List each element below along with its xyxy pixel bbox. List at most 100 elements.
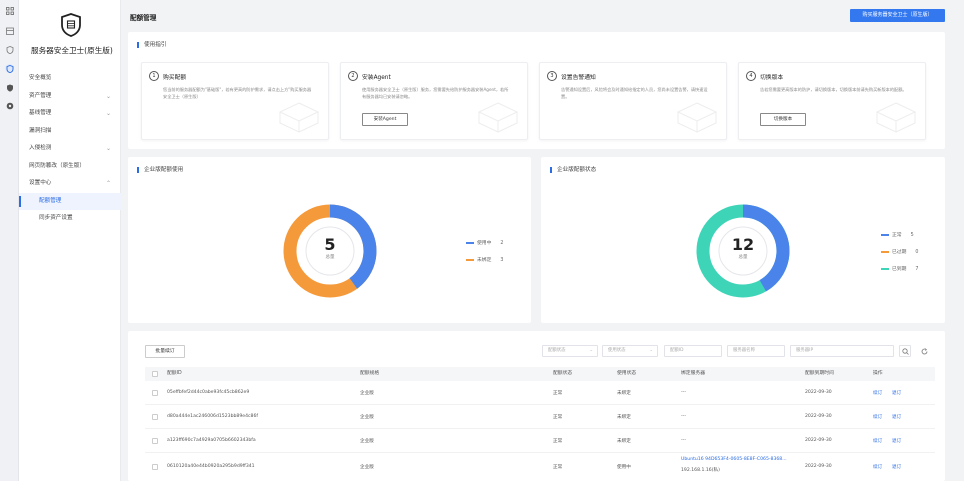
step-number: 4 bbox=[746, 71, 756, 81]
server-link[interactable]: Ubuntu16 94D653F4-0605-8E8F-C065-8368... bbox=[681, 457, 787, 462]
unsubscribe-link[interactable]: 退订 bbox=[892, 391, 902, 396]
select-all-checkbox[interactable] bbox=[152, 371, 158, 377]
step-title: 设置告警通知 bbox=[561, 75, 596, 81]
unsubscribe-link[interactable]: 退订 bbox=[892, 439, 902, 444]
server-ip-input[interactable]: 服务器IP bbox=[790, 345, 894, 357]
col-actions: 操作 bbox=[873, 371, 883, 376]
sidebar-item-web-tamper[interactable]: 网页防篡改（原生版） bbox=[19, 158, 121, 176]
row-checkbox[interactable] bbox=[152, 414, 158, 420]
status-cell: 正常 bbox=[553, 415, 563, 420]
security-shield-icon[interactable] bbox=[5, 64, 14, 73]
legend-unbound: 未绑定 3 bbox=[466, 256, 503, 263]
renew-link[interactable]: 续订 bbox=[873, 415, 883, 420]
usage-total: 5 总量 bbox=[310, 235, 350, 260]
quota-usage-card: 企业版配额使用 5 总量 使用中 2 未绑定 3 bbox=[128, 157, 531, 323]
server-cell: --- bbox=[681, 414, 686, 419]
spec-cell: 企业版 bbox=[360, 415, 374, 420]
sidebar-item-label: 同步资产设置 bbox=[39, 215, 73, 221]
row-checkbox[interactable] bbox=[152, 390, 158, 396]
step-description: 告若您需要更高版本的防护，请切换版本，切换版本前请先购买新版本的配额。 bbox=[760, 87, 907, 92]
quota-id-cell: d80a444e1ac246006d1523bb89e4c86f bbox=[167, 414, 258, 419]
cube-illustration-icon bbox=[477, 102, 519, 133]
use-status-select[interactable]: 使用状态 ⌄ bbox=[602, 345, 658, 357]
step-description: 使用服务器安全卫士（原生版）服务，您需要先给防护服务器安装Agent，若所有服务… bbox=[362, 87, 509, 99]
sidebar-item-overview[interactable]: 安全概览 bbox=[19, 70, 121, 88]
cube-illustration-icon bbox=[676, 102, 718, 133]
step-number: 3 bbox=[547, 71, 557, 81]
sidebar-item-label: 漏洞扫描 bbox=[29, 127, 52, 134]
server-name-input[interactable]: 服务器名称 bbox=[727, 345, 785, 357]
status-total-value: 12 bbox=[731, 235, 755, 254]
sidebar-item-label: 设置中心 bbox=[29, 180, 52, 186]
buy-quota-button[interactable]: 购买服务器安全卫士（原生版） bbox=[850, 9, 945, 22]
search-icon[interactable] bbox=[899, 345, 911, 357]
sidebar-item-baseline[interactable]: 基线管理 ⌄ bbox=[19, 105, 121, 123]
spec-cell: 企业版 bbox=[360, 391, 374, 396]
apps-grid-icon[interactable] bbox=[5, 6, 14, 15]
sidebar-item-label: 资产管理 bbox=[29, 92, 52, 99]
guide-step-1: 1 购买配额 您当前的服务器配额为"基础版"，若有更高的防护需求，请点击上方"购… bbox=[141, 62, 329, 140]
step-description: 您当前的服务器配额为"基础版"，若有更高的防护需求，请点击上方"购买服务器安全卫… bbox=[163, 87, 312, 99]
guide-title: 使用指引 bbox=[137, 42, 166, 48]
renew-link[interactable]: 续订 bbox=[873, 465, 883, 470]
usage-title: 企业版配额使用 bbox=[137, 167, 183, 173]
sidebar-item-intrusion[interactable]: 入侵检测 ⌄ bbox=[19, 140, 121, 158]
row-checkbox[interactable] bbox=[152, 464, 158, 470]
unsubscribe-link[interactable]: 退订 bbox=[892, 415, 902, 420]
sidebar-item-vuln-scan[interactable]: 漏洞扫描 bbox=[19, 123, 121, 141]
table-row: 05effbfef2d44c0abe93fc45cb862e9 企业版 正常 未… bbox=[145, 381, 935, 405]
shield-outline-icon[interactable] bbox=[5, 45, 14, 54]
status-title: 企业版配额状态 bbox=[550, 167, 596, 173]
sidebar: 服务器安全卫士(原生版) 安全概览 资产管理 ⌄ 基线管理 ⌄ 漏洞扫描 入侵检测 ⌄… bbox=[19, 0, 121, 481]
guide-step-2: 2 安装Agent 使用服务器安全卫士（原生版）服务，您需要先给防护服务器安装A… bbox=[340, 62, 528, 140]
badge-icon[interactable] bbox=[5, 101, 14, 110]
table-row: 0610120a40e44b0920a295b9d9ff341 企业版 正常 使… bbox=[145, 453, 935, 481]
sidebar-item-label: 安全概览 bbox=[29, 75, 52, 81]
step-title: 安装Agent bbox=[362, 75, 391, 81]
quota-table-card: 批量续订 配额状态 ⌄ 使用状态 ⌄ 配额ID 服务器名称 服务器IP 配额ID 配… bbox=[128, 331, 945, 481]
sidebar-item-settings[interactable]: 设置中心 ⌃ bbox=[19, 175, 121, 193]
quota-id-cell: 0610120a40e44b0920a295b9d9ff341 bbox=[167, 464, 255, 469]
sidebar-item-assets[interactable]: 资产管理 ⌄ bbox=[19, 88, 121, 106]
batch-renew-button[interactable]: 批量续订 bbox=[145, 345, 185, 358]
chevron-down-icon: ⌄ bbox=[105, 145, 111, 152]
step-title: 购买配额 bbox=[163, 75, 187, 81]
refresh-icon[interactable] bbox=[918, 345, 930, 357]
guide-step-3: 3 设置告警通知 告警通知设置后，风险将会及时通知给指定的人员，您尚未设置告警，… bbox=[539, 62, 727, 140]
col-bound-server: 绑定服务器 bbox=[681, 371, 705, 376]
chevron-down-icon: ⌄ bbox=[649, 348, 653, 353]
server-cell: --- bbox=[681, 390, 686, 395]
expire-cell: 2022-09-30 bbox=[805, 414, 832, 419]
status-cell: 正常 bbox=[553, 391, 563, 396]
sidebar-item-sync-assets[interactable]: 同步资产设置 bbox=[19, 210, 121, 228]
quota-id-input[interactable]: 配额ID bbox=[664, 345, 722, 357]
cabinet-icon[interactable] bbox=[5, 26, 14, 35]
col-quota-status: 配额状态 bbox=[553, 371, 573, 376]
renew-link[interactable]: 续订 bbox=[873, 439, 883, 444]
row-checkbox[interactable] bbox=[152, 438, 158, 444]
page-title: 配额管理 bbox=[130, 14, 157, 22]
col-quota-id[interactable]: 配额ID bbox=[167, 371, 182, 376]
quota-status-select[interactable]: 配额状态 ⌄ bbox=[542, 345, 598, 357]
status-cell: 正常 bbox=[553, 465, 563, 470]
use-cell: 未绑定 bbox=[617, 439, 631, 444]
usage-donut-chart bbox=[283, 204, 377, 298]
switch-version-button[interactable]: 切换版本 bbox=[760, 113, 806, 126]
col-spec: 配额规格 bbox=[360, 371, 380, 376]
step-description: 告警通知设置后，风险将会及时通知给指定的人员，您尚未设置告警，请快速设置。 bbox=[561, 87, 708, 99]
unsubscribe-link[interactable]: 退订 bbox=[892, 465, 902, 470]
step-title: 切换版本 bbox=[760, 75, 784, 81]
install-agent-button[interactable]: 安装Agent bbox=[362, 113, 408, 126]
use-cell: 使用中 bbox=[617, 465, 631, 470]
status-donut-chart bbox=[696, 204, 790, 298]
sidebar-item-quota[interactable]: 配额管理 bbox=[19, 192, 121, 210]
usage-total-label: 总量 bbox=[325, 255, 335, 260]
use-cell: 未绑定 bbox=[617, 415, 631, 420]
sidebar-item-label: 入侵检测 bbox=[29, 145, 52, 151]
chevron-down-icon: ⌄ bbox=[105, 92, 111, 100]
status-cell: 正常 bbox=[553, 439, 563, 444]
shield-solid-icon[interactable] bbox=[5, 83, 14, 92]
expire-cell: 2022-09-30 bbox=[805, 464, 832, 469]
legend-in-use: 使用中 2 bbox=[466, 239, 503, 246]
renew-link[interactable]: 续订 bbox=[873, 391, 883, 396]
